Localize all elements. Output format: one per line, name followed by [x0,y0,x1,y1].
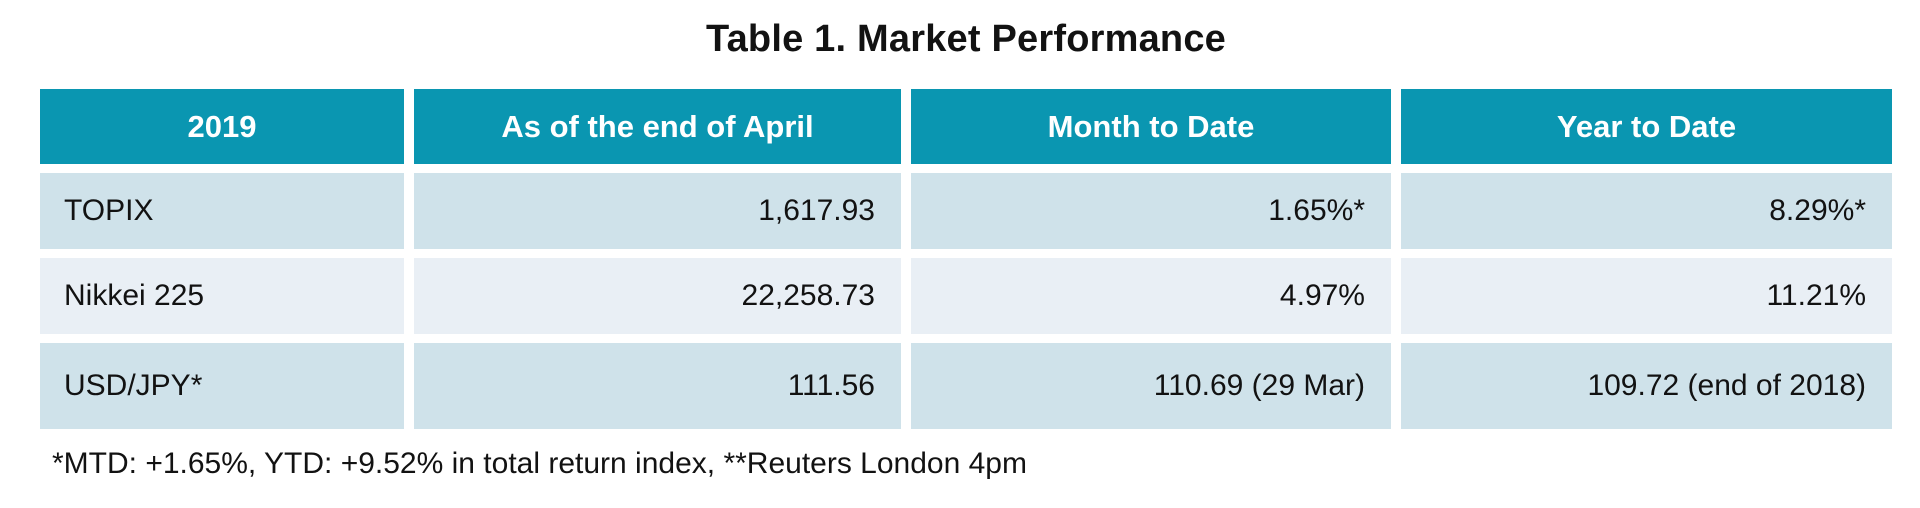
cell-nikkei-april: 22,258.73 [414,258,901,334]
column-header-as-of: As of the end of April [414,89,901,164]
cell-nikkei-mtd: 4.97% [911,258,1391,334]
cell-nikkei-ytd: 11.21% [1401,258,1892,334]
cell-usdjpy-ytd: 109.72 (end of 2018) [1401,343,1892,429]
cell-topix-ytd: 8.29%* [1401,173,1892,249]
row-label-topix: TOPIX [40,173,404,249]
column-header-ytd: Year to Date [1401,89,1892,164]
column-header-year: 2019 [40,89,404,164]
market-performance-table: 2019 As of the end of April Month to Dat… [40,89,1892,429]
table-title: Table 1. Market Performance [705,18,1226,60]
row-label-usd-jpy: USD/JPY* [40,343,404,429]
cell-usdjpy-april: 111.56 [414,343,901,429]
cell-topix-mtd: 1.65%* [911,173,1391,249]
cell-topix-april: 1,617.93 [414,173,901,249]
column-header-mtd: Month to Date [911,89,1391,164]
footnote: *MTD: +1.65%, YTD: +9.52% in total retur… [52,447,1027,480]
row-label-nikkei-225: Nikkei 225 [40,258,404,334]
cell-usdjpy-mtd: 110.69 (29 Mar) [911,343,1391,429]
